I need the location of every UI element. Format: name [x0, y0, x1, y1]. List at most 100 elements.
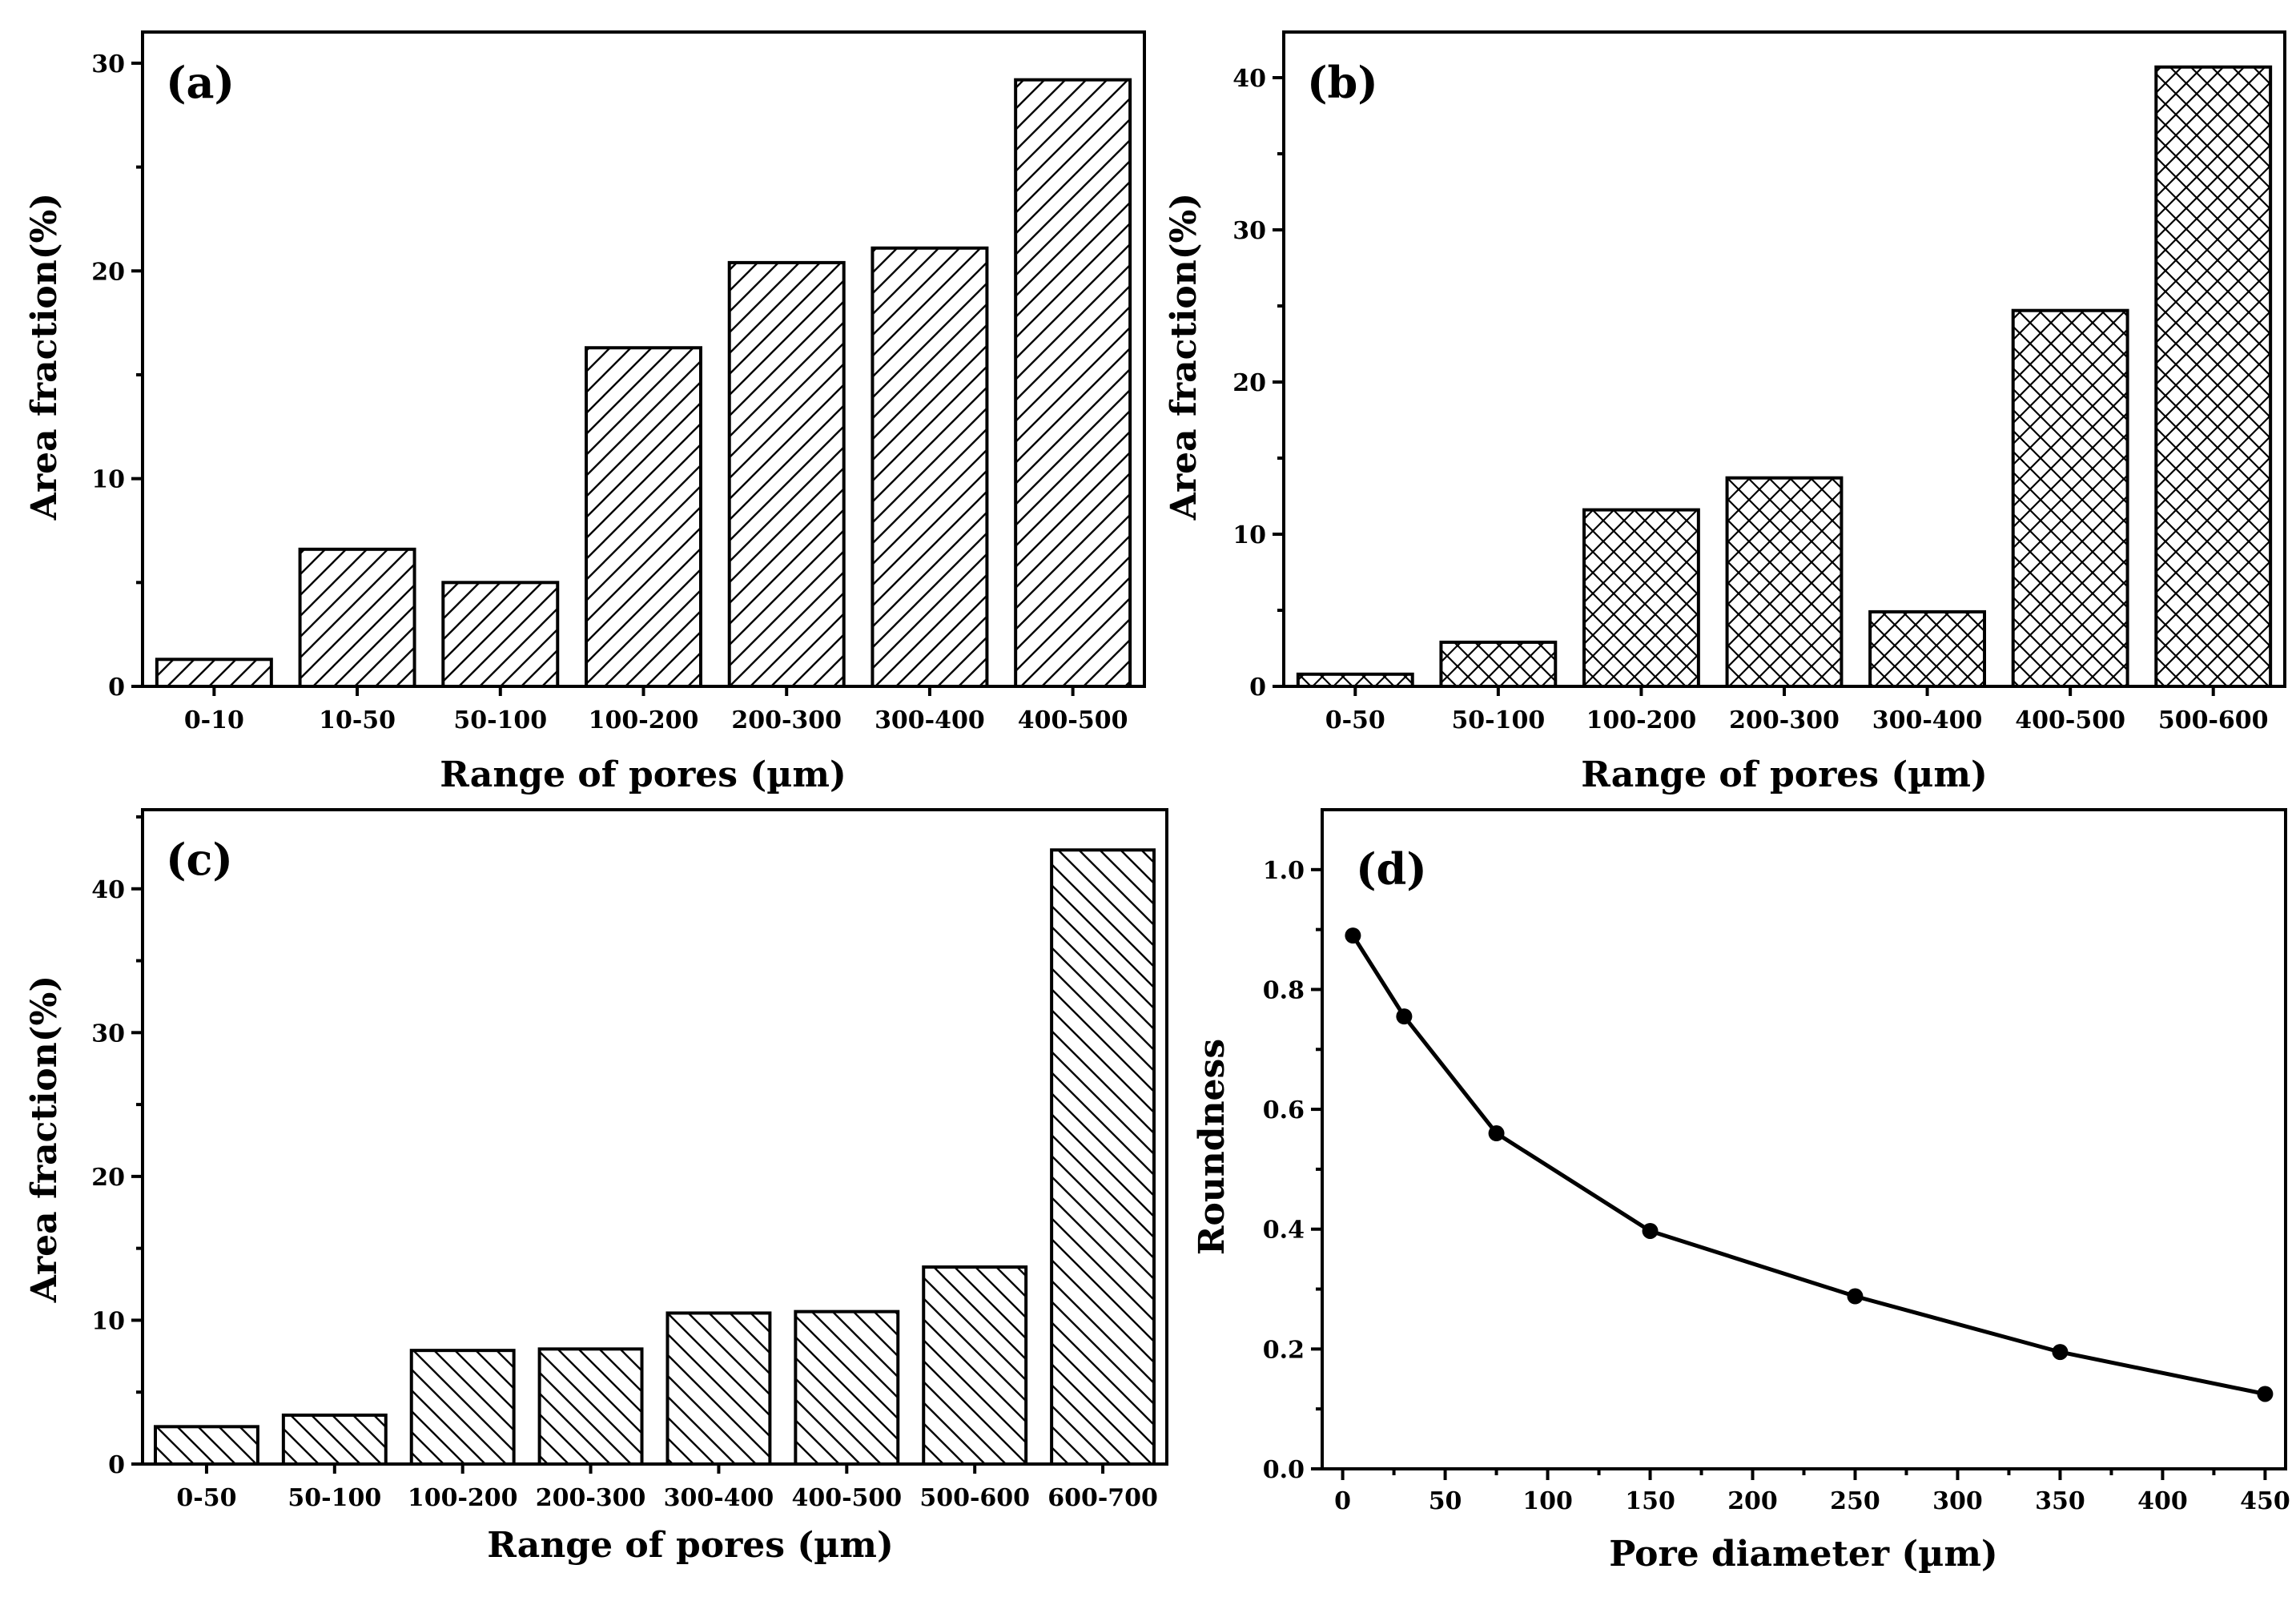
bar-a-100-200	[585, 346, 702, 688]
y-axis-title-a: Area fraction(%)	[24, 193, 65, 521]
x-tick-label-a-50-100: 50-100	[453, 706, 547, 734]
y-tick-label-b-30: 30	[1232, 217, 1266, 245]
bar-c-400-500	[794, 1309, 900, 1466]
x-tick-label-d-250: 250	[1830, 1487, 1880, 1515]
bar-a-300-400	[871, 246, 989, 688]
y-axis-title-c: Area fraction(%)	[24, 975, 65, 1303]
x-tick-label-d-450: 450	[2240, 1487, 2290, 1515]
bar-b-500-600	[2154, 65, 2273, 688]
x-tick-label-c-50-100: 50-100	[288, 1484, 381, 1512]
x-tick-label-b-0-50: 0-50	[1325, 706, 1385, 734]
y-tick-label-c-40: 40	[91, 876, 125, 904]
y-tick-label-a-30: 30	[91, 50, 125, 78]
x-tick-label-b-300-400: 300-400	[1872, 706, 1983, 734]
data-point-d-75	[1488, 1125, 1505, 1142]
y-axis-title-d: Roundness	[1192, 1039, 1232, 1255]
bar-b-400-500	[2011, 308, 2129, 688]
bar-a-50-100	[441, 581, 560, 688]
x-tick-label-d-200: 200	[1727, 1487, 1778, 1515]
x-tick-label-c-500-600: 500-600	[919, 1484, 1030, 1512]
x-tick-label-b-400-500: 400-500	[2015, 706, 2125, 734]
x-axis-title-c: Range of pores (µm)	[487, 1525, 894, 1566]
bar-c-300-400	[665, 1311, 772, 1466]
bar-a-400-500	[1014, 78, 1132, 688]
x-tick-label-a-200-300: 200-300	[731, 706, 842, 734]
y-tick-label-d-0.6: 0.6	[1263, 1096, 1305, 1124]
y-tick-label-a-0: 0	[108, 674, 125, 702]
bar-b-0-50	[1296, 672, 1414, 688]
panel-d: (d) Pore diameter (µm) Roundness 0 50 100 1…	[1192, 808, 2290, 1575]
y-tick-label-d-0.8: 0.8	[1263, 976, 1305, 1004]
y-axis-title-b: Area fraction(%)	[1164, 193, 1204, 521]
y-tick-label-c-10: 10	[91, 1307, 125, 1335]
y-tick-label-d-0.0: 0.0	[1263, 1456, 1305, 1484]
data-point-d-450	[2257, 1386, 2274, 1402]
data-point-d-30	[1396, 1008, 1413, 1025]
data-point-d-150	[1642, 1222, 1659, 1239]
panel-c: (c) Range of pores (µm) Area fraction(%)…	[24, 808, 1168, 1566]
y-tick-label-c-0: 0	[108, 1451, 125, 1479]
bar-b-50-100	[1439, 640, 1558, 689]
bar-a-10-50	[298, 547, 416, 688]
y-tick-label-b-40: 40	[1232, 65, 1266, 93]
x-axis-title-d: Pore diameter (µm)	[1609, 1534, 1998, 1575]
x-tick-label-d-150: 150	[1625, 1487, 1675, 1515]
marks-c: 0 10 20 30 40 0-50 50-100 100-200 200-300 300-400…	[91, 815, 1158, 1512]
x-tick-label-b-500-600: 500-600	[2158, 706, 2269, 734]
y-tick-label-d-0.2: 0.2	[1263, 1336, 1305, 1364]
x-tick-label-c-200-300: 200-300	[536, 1484, 646, 1512]
y-tick-label-a-10: 10	[91, 466, 125, 494]
y-tick-label-d-1.0: 1.0	[1263, 857, 1305, 885]
bar-c-500-600	[922, 1265, 1028, 1466]
bar-a-200-300	[727, 260, 846, 688]
x-tick-label-d-400: 400	[2137, 1487, 2188, 1515]
x-axis-title-a: Range of pores (µm)	[440, 754, 846, 795]
marks-b: 0 10 20 30 40 0-50 50-100 100-200 200-300 300-400…	[1232, 65, 2273, 734]
data-point-d-5	[1345, 927, 1361, 944]
bar-a-0-10	[155, 658, 273, 688]
x-tick-label-b-100-200: 100-200	[1586, 706, 1697, 734]
plot-frame-c	[141, 808, 1168, 1466]
panel-label-b: (b)	[1307, 57, 1378, 108]
x-tick-label-b-50-100: 50-100	[1451, 706, 1545, 734]
x-tick-label-d-300: 300	[1932, 1487, 1983, 1515]
y-tick-label-d-0.4: 0.4	[1263, 1217, 1305, 1245]
bar-c-50-100	[281, 1413, 388, 1466]
bar-c-0-50	[153, 1425, 259, 1466]
series-line-roundness	[1351, 934, 2266, 1396]
y-tick-label-b-0: 0	[1249, 674, 1266, 702]
panel-label-c: (c)	[166, 834, 233, 885]
x-tick-label-d-100: 100	[1522, 1487, 1573, 1515]
x-tick-label-a-10-50: 10-50	[319, 706, 396, 734]
data-point-d-350	[2052, 1344, 2069, 1361]
x-tick-label-a-400-500: 400-500	[1018, 706, 1128, 734]
x-tick-label-d-0: 0	[1334, 1487, 1351, 1515]
x-axis-title-b: Range of pores (µm)	[1581, 754, 1988, 795]
x-tick-label-d-50: 50	[1429, 1487, 1462, 1515]
bar-b-100-200	[1582, 508, 1700, 688]
x-tick-label-a-100-200: 100-200	[589, 706, 699, 734]
y-tick-label-c-30: 30	[91, 1020, 125, 1048]
x-tick-label-c-400-500: 400-500	[791, 1484, 902, 1512]
x-tick-label-d-350: 350	[2035, 1487, 2085, 1515]
marks-d: 0 50 100 150 200 250 300 350 400 450 0.0 0.2 0.4 0.6 0…	[1263, 857, 2290, 1515]
bar-c-200-300	[537, 1347, 644, 1466]
x-tick-label-a-0-10: 0-10	[184, 706, 244, 734]
bar-c-600-700	[1050, 848, 1156, 1466]
x-tick-label-c-300-400: 300-400	[664, 1484, 774, 1512]
panel-label-a: (a)	[166, 57, 235, 108]
y-tick-label-b-20: 20	[1232, 369, 1266, 397]
x-tick-label-c-100-200: 100-200	[408, 1484, 518, 1512]
y-tick-label-a-20: 20	[91, 258, 125, 286]
panel-label-d: (d)	[1356, 843, 1427, 895]
x-tick-label-a-300-400: 300-400	[875, 706, 985, 734]
panel-a: (a) Range of pores (µm) Area fraction(%)…	[24, 30, 1146, 795]
y-tick-label-c-20: 20	[91, 1164, 125, 1192]
x-tick-label-c-600-700: 600-700	[1047, 1484, 1158, 1512]
bar-b-200-300	[1725, 476, 1844, 688]
bar-b-300-400	[1868, 609, 1986, 689]
panel-b: (b) Range of pores (µm) Area fraction(%)…	[1164, 30, 2286, 795]
y-tick-label-b-10: 10	[1232, 521, 1266, 549]
marks-a: 0 10 20 30 0-10 10-50 50-100 100-200 200-300 300-…	[91, 50, 1132, 734]
